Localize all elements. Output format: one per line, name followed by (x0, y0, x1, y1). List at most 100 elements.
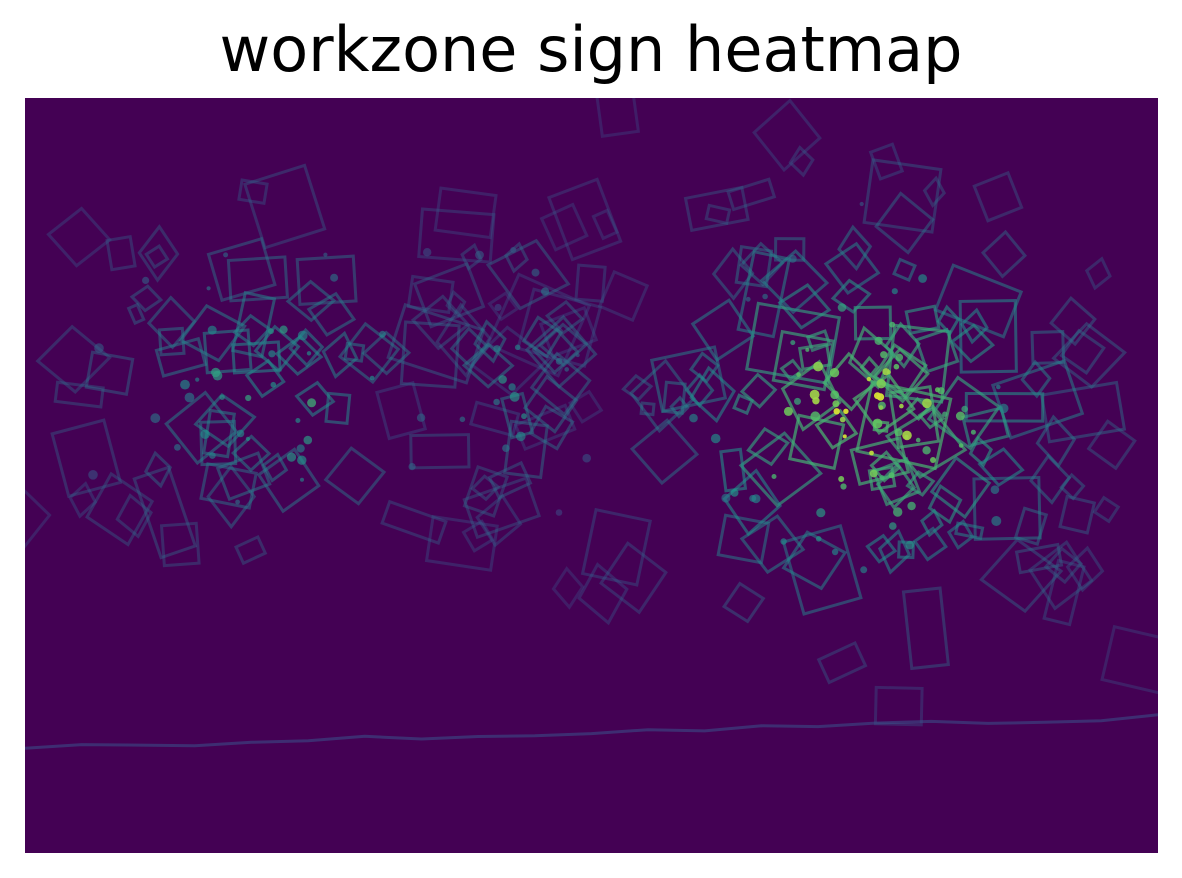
hotspot-point (872, 418, 883, 429)
hotspot-point (475, 250, 484, 260)
hotspot-point (771, 474, 777, 479)
sign-outline (873, 685, 924, 727)
sign-outline (577, 562, 629, 626)
hotspot-point (423, 248, 432, 257)
sign-outline (159, 521, 201, 568)
hotspot-point (888, 472, 895, 479)
hotspot-point (843, 408, 849, 414)
hotspot-point (842, 434, 847, 439)
hotspot-point (323, 252, 328, 257)
hotspot-point (498, 375, 507, 384)
sign-outline (137, 224, 180, 283)
heatmap-plot-area (25, 98, 1158, 853)
sign-outline (936, 304, 961, 337)
sign-outline (734, 244, 774, 289)
sign-outline (143, 450, 173, 489)
hotspot-point (832, 400, 840, 408)
sign-outline (105, 234, 137, 272)
hotspot-point (493, 345, 501, 353)
hotspot-point (860, 566, 868, 574)
hotspot-point (790, 340, 796, 346)
hotspot-point (297, 455, 307, 465)
hotspot-point (796, 372, 801, 377)
sign-outline (406, 274, 455, 315)
hotspot-point (859, 201, 864, 207)
sign-outline (869, 450, 902, 483)
sign-outline (805, 329, 832, 353)
hotspot-layer (88, 201, 1009, 574)
sign-outline (871, 343, 928, 399)
sign-outline (230, 434, 272, 473)
hotspot-point (990, 485, 1000, 495)
sign-outline (1058, 494, 1097, 535)
sign-outline (473, 319, 507, 364)
sign-outline (868, 142, 905, 181)
hotspot-point (895, 353, 904, 362)
hotspot-point (838, 476, 845, 482)
sign-outline (787, 413, 846, 471)
hotspot-point (891, 288, 898, 295)
hotspot-point (510, 247, 517, 253)
sign-outline (649, 345, 728, 414)
sign-outline (487, 291, 520, 322)
sign-outline (1065, 545, 1105, 593)
hotspot-point (307, 398, 317, 408)
sign-outline (470, 474, 501, 502)
hotspot-point (780, 538, 787, 545)
hotspot-point (416, 413, 426, 422)
sign-outline (669, 395, 690, 419)
sign-outline (261, 452, 289, 483)
sign-outline (417, 207, 496, 264)
sign-outline (905, 470, 936, 497)
hotspot-point (876, 379, 886, 389)
sign-outline (321, 330, 359, 380)
sign-outline (883, 321, 921, 369)
sign-outline (968, 435, 993, 468)
sign-outline (1092, 495, 1121, 524)
sign-outline (468, 400, 521, 438)
hotspot-point (564, 367, 569, 372)
hotspot-point (918, 274, 927, 283)
sign-outline (721, 581, 766, 624)
sign-outline (1039, 380, 1127, 444)
sign-outline (1059, 472, 1086, 501)
sign-outline (779, 358, 804, 382)
sign-outline (580, 507, 653, 587)
hotspot-point (961, 405, 968, 413)
hotspot-point (899, 403, 904, 409)
sign-outline (516, 287, 603, 369)
hotspot-point (180, 379, 190, 390)
sign-outline (1042, 558, 1086, 627)
hotspot-point (788, 254, 797, 263)
hotspot-point (94, 343, 104, 353)
hotspot-point (369, 375, 375, 381)
hotspot-point (876, 393, 885, 401)
hotspot-point (878, 405, 884, 410)
sign-outline (960, 307, 989, 345)
sign-outline (690, 298, 756, 362)
sign-outline (244, 358, 286, 399)
hotspot-point (268, 328, 274, 335)
sign-outline (781, 523, 863, 616)
sign-outline (979, 537, 1064, 614)
hotspot-point (830, 390, 840, 400)
hotspot-point (235, 499, 241, 505)
hotspot-point (236, 429, 245, 438)
sign-outline (409, 433, 471, 470)
sign-outline (202, 328, 253, 375)
hotspot-point (509, 392, 520, 402)
sign-outline (872, 347, 930, 404)
hotspot-point (295, 418, 301, 423)
hotspot-point (813, 361, 823, 372)
sign-outline (399, 320, 461, 389)
sign-outline (574, 263, 607, 303)
hotspot-point (306, 351, 312, 356)
hotspot-point (541, 287, 550, 296)
hotspot-point (816, 508, 826, 518)
hotspot-point (206, 286, 211, 291)
hotspot-point (582, 453, 591, 463)
hotspot-point (955, 411, 965, 421)
hotspot-point (915, 437, 921, 443)
sign-outline (972, 170, 1024, 223)
sign-outline (1014, 542, 1064, 575)
